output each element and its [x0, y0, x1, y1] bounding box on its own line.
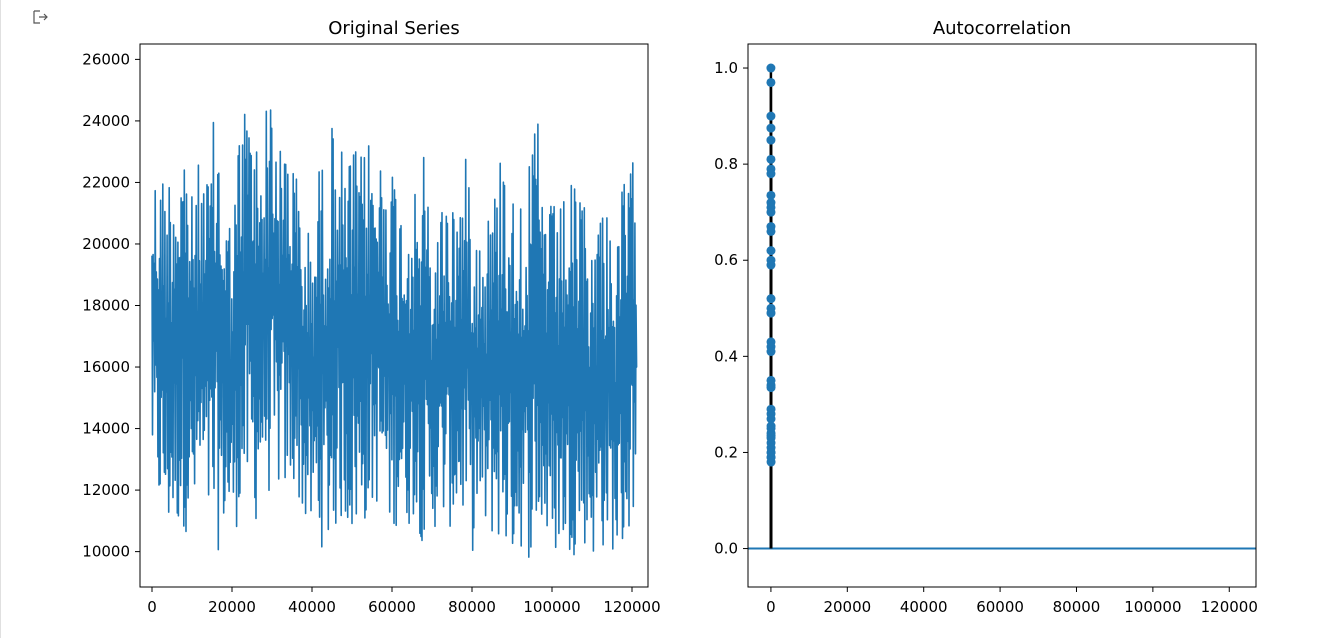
autocorrelation-ytick-label: 0.6: [714, 251, 738, 269]
autocorrelation-marker: [766, 431, 776, 441]
original-series-xtick-label: 40000: [288, 598, 336, 616]
original-series-title: Original Series: [328, 18, 460, 39]
autocorrelation-marker: [766, 421, 776, 431]
autocorrelation-marker: [766, 63, 776, 73]
original-series-xtick-label: 0: [147, 598, 157, 616]
original-series-ytick-label: 24000: [82, 112, 130, 130]
original-series-line: [151, 109, 638, 558]
autocorrelation-marker: [766, 246, 776, 256]
autocorrelation-marker: [766, 135, 776, 145]
autocorrelation-ytick-label: 0.2: [714, 443, 738, 461]
autocorrelation-marker: [766, 347, 776, 357]
output-arrow-icon[interactable]: [31, 8, 49, 26]
autocorrelation-axes: Autocorrelation 0 20000 40000 60000 80000 100…: [714, 18, 1258, 616]
autocorrelation-marker: [766, 111, 776, 121]
autocorrelation-marker: [766, 414, 776, 424]
original-series-ytick-label: 22000: [82, 173, 130, 191]
notebook-cell-gutter: [0, 0, 1, 638]
original-series-ytick-label: 14000: [82, 420, 130, 438]
original-series-ytick-label: 16000: [82, 358, 130, 376]
original-series-ytick-label: 18000: [82, 297, 130, 315]
autocorrelation-ytick-label: 0.0: [714, 540, 738, 558]
original-series-ytick-label: 10000: [82, 543, 130, 561]
autocorrelation-marker: [766, 308, 776, 318]
autocorrelation-ytick-label: 0.8: [714, 155, 738, 173]
autocorrelation-marker: [766, 190, 776, 200]
original-series-frame: [139, 43, 649, 588]
autocorrelation-marker: [766, 226, 776, 236]
autocorrelation-xtick-label: 80000: [1053, 598, 1101, 616]
autocorrelation-marker: [766, 77, 776, 87]
autocorrelation-xtick-label: 100000: [1124, 598, 1181, 616]
autocorrelation-marker: [766, 154, 776, 164]
original-series-xtick-label: 60000: [368, 598, 416, 616]
original-series-axes: Original Series 0 20000 40000 60000 80000 100…: [82, 18, 660, 616]
autocorrelation-xtick-label: 40000: [900, 598, 948, 616]
autocorrelation-ytick-label: 0.4: [714, 347, 738, 365]
autocorrelation-marker: [766, 169, 776, 179]
original-series-ytick-label: 26000: [82, 50, 130, 68]
autocorrelation-title: Autocorrelation: [933, 18, 1071, 39]
original-series-xtick-label: 20000: [208, 598, 256, 616]
original-series-ytick-label: 20000: [82, 235, 130, 253]
autocorrelation-marker: [766, 123, 776, 133]
original-series-xtick-label: 100000: [523, 598, 580, 616]
autocorrelation-marker: [766, 207, 776, 217]
autocorrelation-xtick-label: 20000: [823, 598, 871, 616]
autocorrelation-xtick-label: 0: [766, 598, 776, 616]
original-series-xtick-label: 120000: [603, 598, 660, 616]
original-series-xtick-label: 80000: [448, 598, 496, 616]
original-series-ytick-label: 12000: [82, 481, 130, 499]
autocorrelation-xtick-label: 120000: [1201, 598, 1258, 616]
autocorrelation-marker: [766, 383, 776, 393]
autocorrelation-marker: [766, 294, 776, 304]
autocorrelation-marker: [766, 260, 776, 270]
autocorrelation-xtick-label: 60000: [976, 598, 1024, 616]
autocorrelation-ytick-label: 1.0: [714, 59, 738, 77]
autocorrelation-frame: [747, 43, 1257, 588]
autocorrelation-marker: [766, 447, 776, 457]
